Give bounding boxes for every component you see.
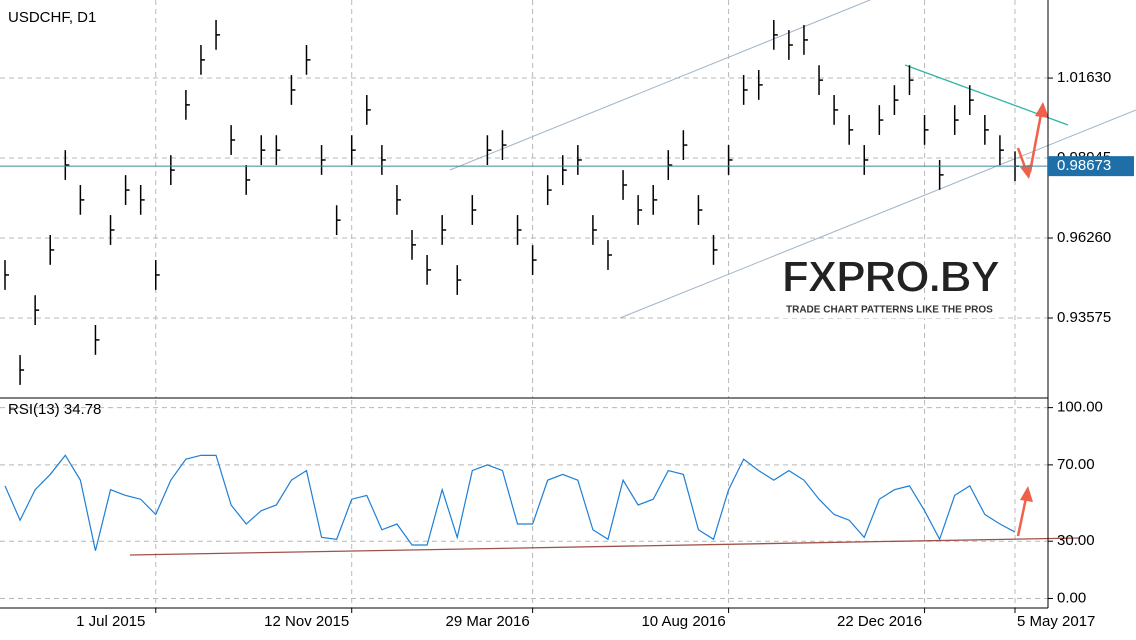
x-tick-label: 5 May 2017 (1017, 613, 1095, 630)
y-tick-label: 70.00 (1057, 456, 1095, 473)
y-tick-label: 0.00 (1057, 589, 1086, 606)
x-tick-label: 12 Nov 2015 (264, 613, 349, 630)
current-price-box (1048, 156, 1134, 177)
rsi-line (4, 454, 1016, 551)
rsi-title: RSI(13) 34.78 (8, 401, 101, 418)
rsi-support (129, 537, 1081, 556)
watermark-tagline: TRADE CHART PATTERNS LIKE THE PROS (786, 305, 993, 316)
channel-lower (619, 109, 1136, 319)
chart-title: USDCHF, D1 (8, 9, 96, 26)
x-tick-label: 10 Aug 2016 (641, 613, 725, 630)
watermark: FXPRO.BY TRADE CHART PATTERNS LIKE THE P… (782, 252, 1001, 318)
channel-upper (449, 0, 871, 171)
y-tick-label: 30.00 (1057, 532, 1095, 549)
y-tick-label: 0.96260 (1057, 229, 1111, 246)
arrowhead (1020, 164, 1033, 179)
y-tick-label: 100.00 (1057, 399, 1103, 416)
watermark-logo: FXPRO.BY (782, 253, 1000, 302)
arrowhead (1035, 102, 1049, 118)
arrow-up (1016, 497, 1028, 537)
x-tick-label: 22 Dec 2016 (837, 613, 922, 630)
current-price-label: 0.98673 (1057, 157, 1111, 174)
watermark-bg (783, 300, 996, 318)
x-tick-label: 1 Jul 2015 (76, 613, 145, 630)
arrowhead (1020, 486, 1033, 502)
arrow-up (1028, 113, 1043, 173)
x-tick-label: 29 Mar 2016 (445, 613, 529, 630)
y-tick-label: 1.01630 (1057, 69, 1111, 86)
y-tick-label: 0.93575 (1057, 309, 1111, 326)
